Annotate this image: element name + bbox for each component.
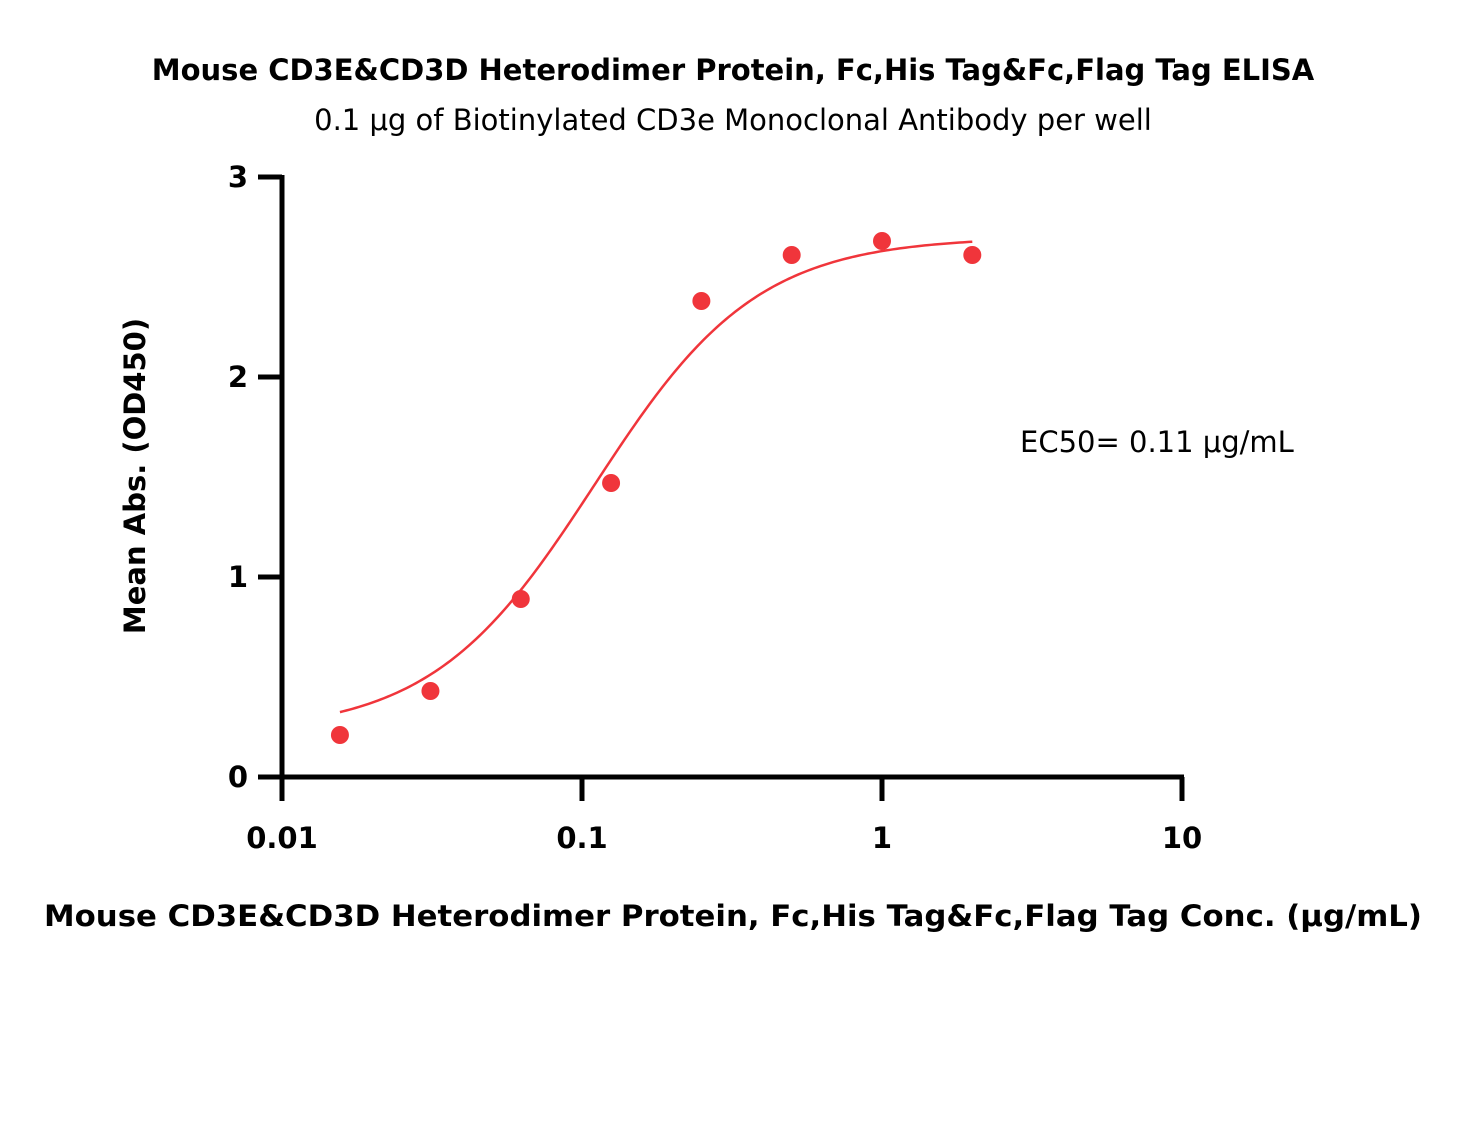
data-point (963, 246, 982, 264)
data-point (873, 232, 891, 250)
data-point (602, 474, 621, 492)
data-point (782, 246, 801, 264)
data-point (692, 292, 711, 310)
data-point (421, 682, 440, 700)
data-point (330, 726, 349, 744)
chart-subtitle: 0.1 μg of Biotinylated CD3e Monoclonal A… (314, 103, 1152, 137)
x-ticks: 0.01 0.1 1 10 (246, 777, 1202, 855)
y-tick-label: 0 (228, 760, 248, 794)
y-ticks: 0 1 2 3 (228, 160, 282, 794)
chart-title: Mouse CD3E&CD3D Heterodimer Protein, Fc,… (152, 53, 1315, 87)
x-axis-label: Mouse CD3E&CD3D Heterodimer Protein, Fc,… (44, 899, 1422, 933)
y-tick-label: 1 (228, 560, 248, 594)
x-tick-label: 0.1 (556, 821, 607, 855)
x-tick-label: 0.01 (246, 821, 318, 855)
data-point (511, 590, 530, 608)
axes: 0 1 2 3 0.01 0.1 1 10 (228, 160, 1202, 855)
ec50-annotation: EC50= 0.11 μg/mL (1020, 425, 1294, 459)
y-axis-label: Mean Abs. (OD450) (118, 318, 152, 634)
y-tick-label: 3 (228, 160, 248, 194)
data-points (330, 232, 982, 744)
x-tick-label: 1 (872, 821, 892, 855)
y-tick-label: 2 (228, 360, 248, 394)
x-tick-label: 10 (1162, 821, 1202, 855)
fit-curve (339, 240, 973, 714)
